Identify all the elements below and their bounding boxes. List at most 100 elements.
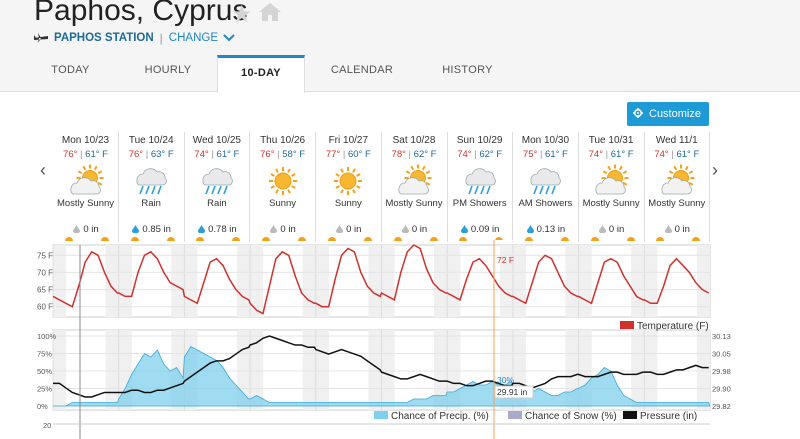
forecast-days: Mon 10/23 76° | 61° F Mostly Sunny 0 in … [53, 132, 711, 242]
temp-separator: | [277, 149, 280, 160]
precip-amount: 0 in [579, 224, 645, 235]
temperature-legend-label: Temperature (F) [637, 321, 709, 332]
day-column[interactable]: Thu 10/26 76° | 58° F Sunny 0 in [250, 132, 317, 242]
day-temps: 74° | 61° F [644, 149, 709, 164]
night-band [434, 330, 448, 410]
day-column[interactable]: Tue 10/24 76° | 63° F Rain 0.85 in [119, 132, 185, 242]
sunrise-icon [590, 237, 599, 241]
precip-amount: 0.13 in [513, 224, 579, 235]
sunset-icon [626, 237, 635, 241]
gear-icon [633, 108, 643, 118]
night-band [368, 330, 382, 410]
night-band [53, 245, 67, 317]
precip-text: 0 in [83, 224, 99, 235]
precip-amount: 0.85 in [119, 224, 185, 235]
raindrop-icon [132, 225, 140, 233]
pressure-tick-label: 29.98 [712, 367, 731, 376]
day-date: Mon 10/23 [61, 135, 110, 146]
star-icon[interactable]: ★ [231, 1, 253, 28]
low-temp: 61° F [85, 149, 108, 160]
sunrise-icon [459, 237, 468, 241]
chevron-down-icon[interactable] [223, 34, 235, 42]
high-temp: 74° [194, 149, 209, 160]
precip-text: 0 in [346, 224, 362, 235]
high-temp: 74° [588, 149, 603, 160]
condition-text: Sunny [334, 198, 362, 209]
high-temp: 78° [391, 149, 406, 160]
night-band [644, 330, 658, 410]
tab-calendar[interactable]: CALENDAR [330, 64, 394, 76]
home-icon[interactable] [258, 2, 282, 22]
raindrop-icon [460, 225, 468, 233]
sunrise-icon [196, 237, 205, 241]
chevron-left-icon[interactable]: ‹ [40, 160, 46, 180]
night-band [53, 330, 67, 410]
precip-amount: 0.78 in [184, 224, 250, 235]
day-column[interactable]: Tue 10/31 74° | 61° F Mostly Sunny 0 in [579, 132, 645, 242]
day-column[interactable]: Mon 10/23 76° | 61° F Mostly Sunny 0 in [53, 132, 119, 242]
pressure-tick-label: 30.13 [712, 332, 731, 341]
night-band [578, 245, 592, 317]
night-band [250, 330, 264, 410]
day-column[interactable]: Fri 10/27 77° | 60° F Sunny 0 in [316, 132, 382, 242]
day-date: Fri 10/27 [328, 135, 369, 146]
tab-bar: TODAY HOURLY 10-DAY CALENDAR HISTORY [22, 55, 516, 93]
tab-today[interactable]: TODAY [51, 64, 90, 76]
high-temp: 75° [522, 149, 538, 160]
sunset-icon [429, 237, 438, 241]
day-temps: 74° | 61° F [579, 149, 644, 164]
precip-tick-label: 50% [37, 367, 52, 376]
raindrop-icon [336, 225, 344, 233]
temp-separator: | [145, 149, 149, 160]
night-band [381, 330, 395, 410]
page-title: Paphos, Cyprus [34, 0, 248, 27]
night-band [236, 245, 251, 317]
night-band [447, 245, 461, 317]
night-band [302, 245, 316, 317]
station-name[interactable]: PAPHOS STATION [54, 32, 154, 44]
day-column[interactable]: Wed 11/1 74° | 61° F Mostly Sunny 0 in [644, 132, 711, 242]
condition-text: Mostly Sunny [582, 198, 640, 209]
night-band [315, 330, 329, 410]
low-temp: 62° F [479, 149, 503, 160]
night-band [631, 245, 645, 317]
day-temps: 76° | 63° F [119, 149, 184, 164]
night-band [302, 330, 316, 410]
low-temp: 60° F [347, 149, 371, 160]
chevron-right-icon[interactable]: › [712, 160, 718, 180]
high-temp: 76° [260, 149, 275, 160]
tab-history[interactable]: HISTORY [442, 64, 493, 76]
night-band [434, 245, 448, 317]
night-band [565, 245, 579, 317]
day-column[interactable]: Wed 10/25 74° | 61° F Rain 0.78 in [184, 132, 251, 242]
temp-tick-label: 60 F [37, 303, 53, 312]
day-temps: 74° | 61° F [184, 149, 249, 164]
customize-button[interactable]: Customize [627, 102, 709, 126]
showers-icon [465, 168, 496, 195]
precip-text: 0.09 in [470, 224, 500, 235]
night-band [696, 245, 710, 317]
temp-tick-label: 70 F [37, 268, 53, 277]
condition-text: PM Showers [452, 198, 507, 209]
high-temp: 74° [654, 149, 669, 160]
next-panel-tick: 20 [43, 421, 51, 430]
temp-tick-label: 65 F [37, 286, 53, 295]
day-column[interactable]: Mon 10/30 75° | 61° F AM Showers 0.13 in [513, 132, 579, 242]
day-column[interactable]: Sat 10/28 78° | 62° F Mostly Sunny 0 in [382, 132, 448, 242]
tab-hourly[interactable]: HOURLY [144, 64, 192, 76]
sunset-icon [560, 237, 569, 241]
sunrise-icon [393, 237, 402, 241]
temp-separator: | [211, 149, 214, 160]
day-column[interactable]: Sun 10/29 74° | 62° F PM Showers 0.09 in [447, 132, 514, 242]
tab-10-day[interactable]: 10-DAY [217, 55, 305, 93]
change-station-link[interactable]: CHANGE [168, 32, 218, 44]
precip-amount: 0 in [53, 224, 119, 235]
raindrop-icon [270, 225, 278, 233]
low-temp: 58° F [282, 149, 306, 160]
precip-legend-label: Chance of Snow (%) [525, 411, 617, 422]
precip-legend-swatch [374, 411, 388, 419]
precip-amount: 0 in [316, 224, 382, 235]
hover-pressure-box [494, 385, 534, 399]
condition-text: Rain [207, 198, 227, 209]
high-temp: 77° [325, 149, 341, 160]
